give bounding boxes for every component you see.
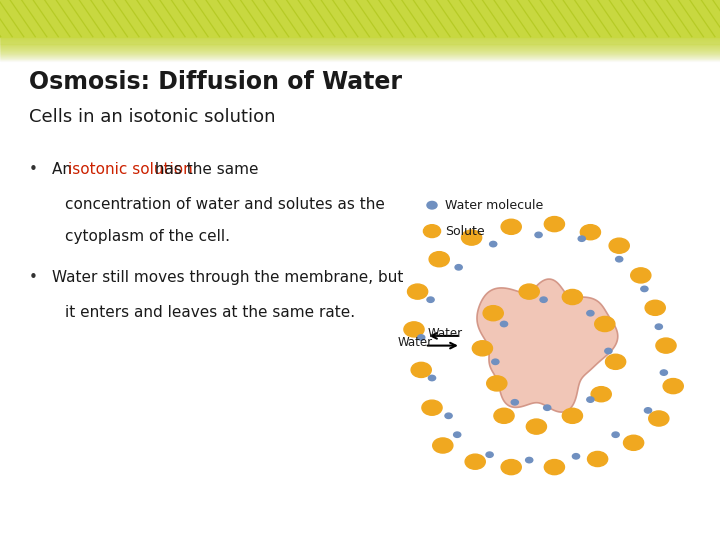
Circle shape [562,289,582,305]
Text: cytoplasm of the cell.: cytoplasm of the cell. [65,230,230,245]
Circle shape [606,354,626,369]
Circle shape [483,306,503,321]
Circle shape [492,359,499,364]
Text: Osmosis: Diffusion of Water: Osmosis: Diffusion of Water [29,70,402,94]
Circle shape [616,256,623,262]
Text: An: An [52,162,77,177]
Circle shape [580,225,600,240]
Circle shape [494,408,514,423]
Circle shape [612,432,619,437]
Circle shape [445,413,452,418]
Text: has the same: has the same [150,162,259,177]
Circle shape [562,408,582,423]
Circle shape [544,460,564,475]
Circle shape [595,316,615,332]
Circle shape [455,265,462,270]
Circle shape [631,268,651,283]
Circle shape [423,225,441,238]
Text: •: • [29,162,37,177]
Circle shape [465,454,485,469]
Text: Solute: Solute [445,225,485,238]
Circle shape [535,232,542,238]
Circle shape [641,286,648,292]
Circle shape [587,310,594,316]
Circle shape [645,300,665,315]
Circle shape [663,379,683,394]
Circle shape [544,405,551,410]
Circle shape [427,297,434,302]
Circle shape [408,284,428,299]
Circle shape [411,362,431,377]
Circle shape [404,322,424,337]
Circle shape [511,400,518,405]
Circle shape [540,297,547,302]
Circle shape [422,400,442,415]
Circle shape [609,238,629,253]
Circle shape [655,324,662,329]
Circle shape [587,397,594,402]
Circle shape [526,457,533,463]
Circle shape [544,217,564,232]
Text: Water: Water [397,336,433,349]
Circle shape [490,241,497,247]
Circle shape [660,370,667,375]
Polygon shape [477,279,618,412]
Text: •: • [29,270,37,285]
Circle shape [418,335,425,340]
Circle shape [605,348,612,354]
Circle shape [486,452,493,457]
Circle shape [519,284,539,299]
Circle shape [454,432,461,437]
Text: concentration of water and solutes as the: concentration of water and solutes as th… [65,197,384,212]
Text: Water: Water [428,327,463,340]
Text: it enters and leaves at the same rate.: it enters and leaves at the same rate. [65,305,355,320]
Circle shape [644,408,652,413]
Circle shape [578,236,585,241]
Circle shape [588,451,608,467]
Circle shape [649,411,669,426]
Circle shape [429,252,449,267]
Circle shape [656,338,676,353]
Text: isotonic solution: isotonic solution [68,162,192,177]
Circle shape [433,438,453,453]
Circle shape [624,435,644,450]
Text: Water still moves through the membrane, but: Water still moves through the membrane, … [52,270,403,285]
Circle shape [462,230,482,245]
Circle shape [427,201,437,209]
Circle shape [591,387,611,402]
Text: Cells in an isotonic solution: Cells in an isotonic solution [29,108,275,126]
Text: Water molecule: Water molecule [445,199,543,212]
Circle shape [501,460,521,475]
Circle shape [501,219,521,234]
Circle shape [500,321,508,327]
Circle shape [487,376,507,391]
Circle shape [572,454,580,459]
Bar [0,0,720,37]
Circle shape [526,419,546,434]
Circle shape [472,341,492,356]
Circle shape [428,375,436,381]
